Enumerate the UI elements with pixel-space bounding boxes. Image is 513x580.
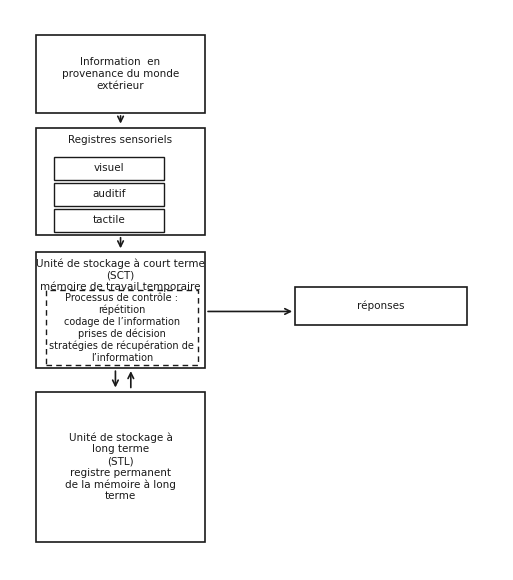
FancyBboxPatch shape [36,35,205,113]
Text: Unité de stockage à court terme
(SCT)
mémoire de travail temporaire: Unité de stockage à court terme (SCT) mé… [36,258,205,292]
FancyBboxPatch shape [36,252,205,368]
Text: tactile: tactile [93,215,125,226]
Text: Information  en
provenance du monde
extérieur: Information en provenance du monde extér… [62,57,179,90]
FancyBboxPatch shape [36,128,205,235]
FancyBboxPatch shape [54,157,164,180]
Text: Unité de stockage à
long terme
(STL)
registre permanent
de la mémoire à long
ter: Unité de stockage à long terme (STL) reg… [65,432,176,502]
Text: Processus de contrôle :
répétition
codage de l’information
prises de décision
st: Processus de contrôle : répétition codag… [49,293,194,362]
FancyBboxPatch shape [46,290,198,365]
Text: visuel: visuel [94,163,124,173]
FancyBboxPatch shape [54,209,164,232]
Text: auditif: auditif [92,189,126,200]
FancyBboxPatch shape [295,287,467,325]
Text: Registres sensoriels: Registres sensoriels [69,135,172,144]
FancyBboxPatch shape [54,183,164,206]
Text: réponses: réponses [357,300,405,311]
FancyBboxPatch shape [36,392,205,542]
